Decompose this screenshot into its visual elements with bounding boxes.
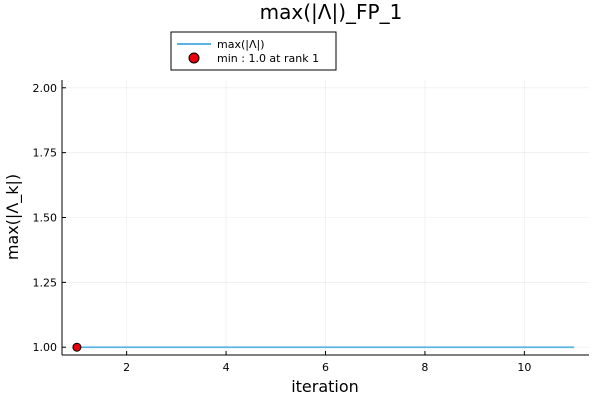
- chart-title: max(|Λ|)_FP_1: [260, 0, 403, 24]
- ticks: 2 4 6 8 10 1.00 1.25 1.50 1.75 2.00: [33, 82, 532, 374]
- y-tick-label: 1.75: [33, 147, 58, 160]
- y-tick-label: 2.00: [33, 82, 58, 95]
- legend: max(|Λ|) min : 1.0 at rank 1: [170, 31, 337, 71]
- y-tick-label: 1.00: [33, 341, 58, 354]
- y-tick-label: 1.50: [33, 212, 58, 225]
- x-tick-label: 8: [421, 361, 428, 374]
- grid: [62, 80, 589, 355]
- y-tick-label: 1.25: [33, 276, 58, 289]
- legend-marker-swatch: [188, 52, 200, 64]
- legend-box: [170, 31, 337, 71]
- series-layer: [72, 342, 575, 352]
- x-tick-label: 2: [123, 361, 130, 374]
- x-tick-label: 4: [223, 361, 230, 374]
- x-tick-label: 6: [322, 361, 329, 374]
- x-axis-label: iteration: [291, 377, 359, 396]
- legend-entry-line: max(|Λ|): [217, 38, 265, 51]
- scatter-point: [72, 342, 82, 352]
- legend-entry-marker: min : 1.0 at rank 1: [217, 52, 319, 65]
- x-tick-label: 10: [517, 361, 531, 374]
- y-axis-label: max(|Λ_k|): [3, 174, 23, 260]
